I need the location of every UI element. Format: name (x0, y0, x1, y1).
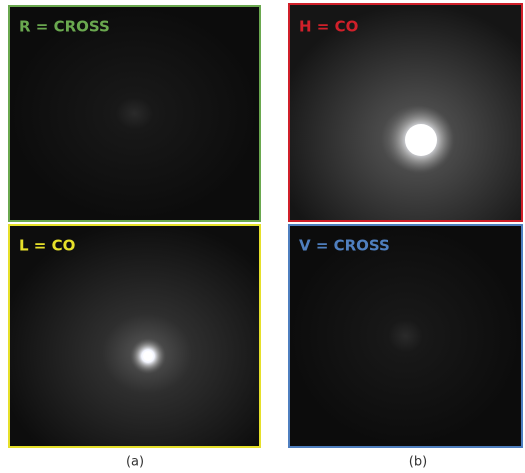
panel-v: V = CROSS (289, 225, 522, 447)
panel-h: H = CO (289, 4, 522, 221)
image-l (9, 225, 260, 447)
panel-label: H = CO (299, 18, 358, 36)
figure: R = CROSS L = CO H = CO V = CROSS (a) (b… (0, 0, 525, 473)
panel-label: R = CROSS (19, 18, 110, 36)
page: R = CROSS L = CO H = CO V = CROSS (a) (b… (0, 0, 525, 473)
caption: (a) (126, 455, 144, 470)
image-r (9, 6, 260, 221)
panel-label: L = CO (19, 237, 75, 255)
image-v (289, 225, 522, 447)
caption: (b) (409, 455, 427, 470)
panel-r: R = CROSS (9, 6, 260, 221)
light-core (143, 351, 153, 361)
panel-l: L = CO (9, 225, 260, 447)
light-core (405, 124, 437, 156)
panel-label: V = CROSS (299, 237, 390, 255)
